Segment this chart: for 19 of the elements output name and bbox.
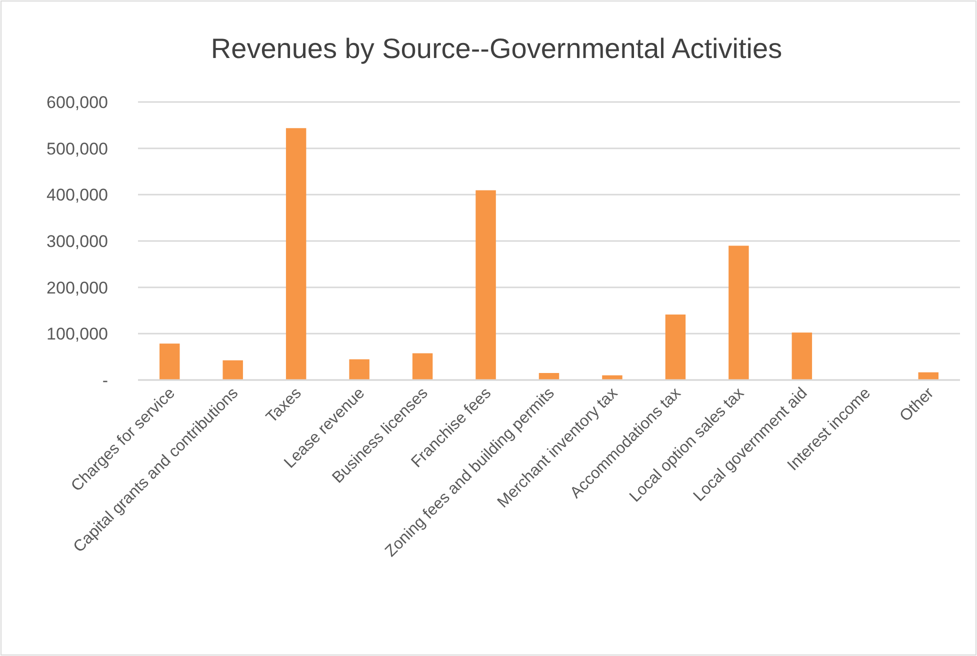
- bar: [792, 332, 812, 380]
- bar: [728, 246, 749, 380]
- bar: [665, 314, 686, 380]
- y-tick-label: 600,000: [46, 92, 108, 112]
- y-tick-label: 500,000: [46, 139, 108, 158]
- y-tick-label: 300,000: [46, 232, 108, 251]
- chart-title: Revenues by Source--Governmental Activities: [210, 33, 782, 64]
- bar: [538, 373, 560, 380]
- bar: [222, 360, 243, 380]
- y-tick-label: 200,000: [46, 278, 108, 298]
- bar: [918, 372, 938, 380]
- bar: [476, 190, 496, 380]
- y-tick-label: -: [102, 370, 108, 390]
- y-tick-label: 400,000: [46, 186, 108, 205]
- bar: [160, 344, 180, 380]
- y-tick-label: 100,000: [46, 324, 108, 344]
- bar: [286, 128, 306, 380]
- bar: [412, 353, 433, 380]
- bar: [349, 359, 370, 380]
